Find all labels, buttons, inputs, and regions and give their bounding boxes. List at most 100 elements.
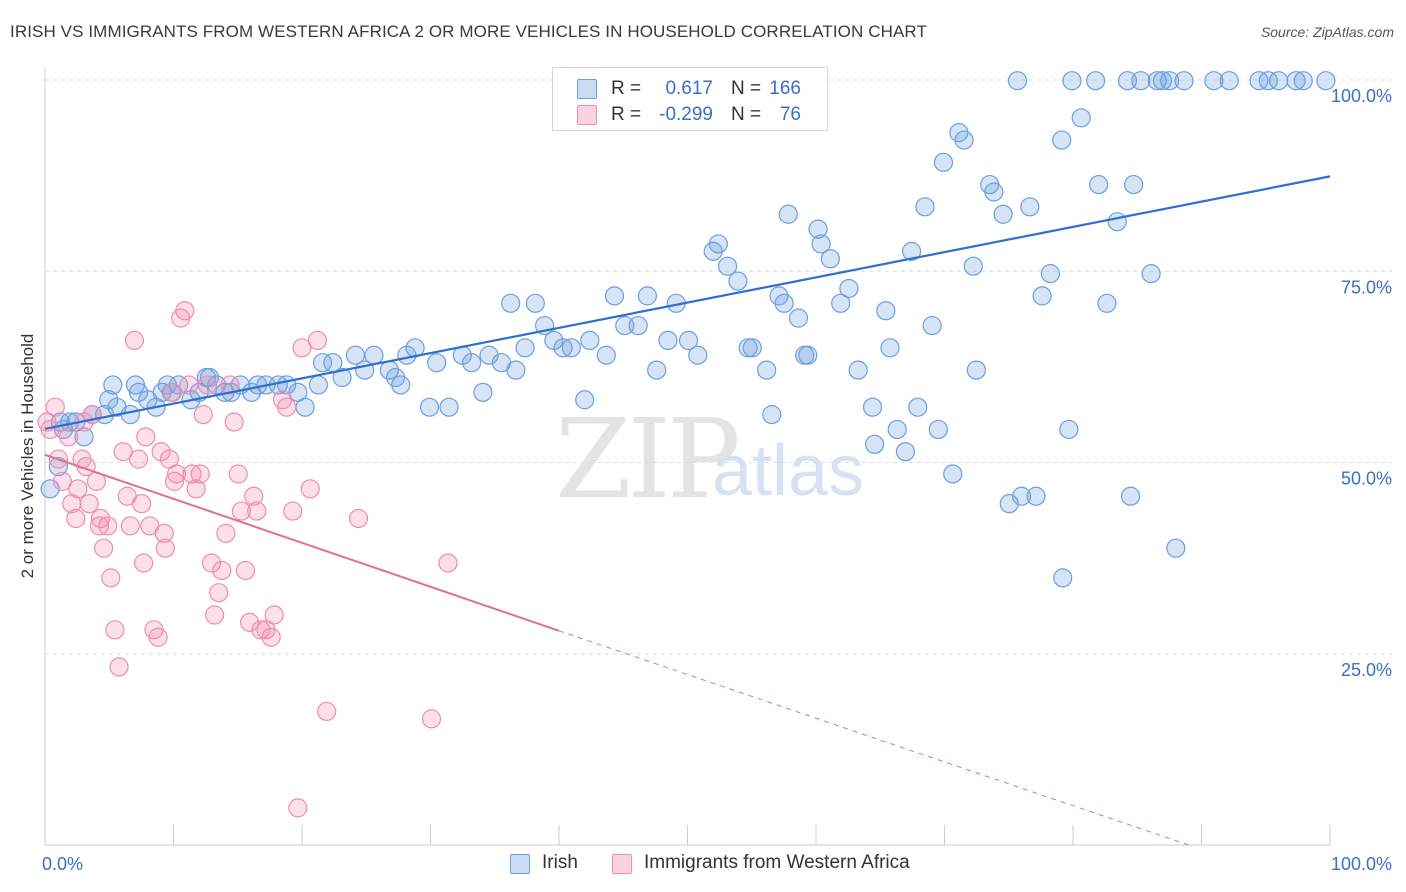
wa-point bbox=[113, 442, 133, 462]
irish-point bbox=[808, 219, 828, 239]
irish-point bbox=[862, 397, 883, 417]
wa-point bbox=[52, 471, 73, 491]
irish-point bbox=[1268, 71, 1289, 91]
irish-point bbox=[678, 330, 699, 351]
wa-point bbox=[128, 449, 149, 469]
legend-n-value: 166 bbox=[769, 78, 801, 99]
irish-point bbox=[1032, 286, 1052, 306]
irish-point bbox=[999, 494, 1019, 514]
irish-point bbox=[312, 353, 333, 373]
wa-point bbox=[261, 627, 281, 647]
irish-point bbox=[295, 397, 315, 417]
irish-point bbox=[1052, 130, 1072, 150]
irish-point bbox=[628, 315, 648, 336]
bottom-legend-label-irish: Irish bbox=[542, 852, 578, 873]
legend-r-value: 0.617 bbox=[665, 78, 713, 99]
watermark-zip: ZIP bbox=[555, 395, 741, 523]
irish-point bbox=[1174, 71, 1194, 91]
wa-point bbox=[283, 501, 303, 521]
irish-point bbox=[580, 330, 600, 351]
irish-point bbox=[887, 419, 907, 440]
wa-trend-line bbox=[44, 453, 560, 632]
wa-point bbox=[317, 701, 337, 722]
irish-point bbox=[419, 397, 440, 417]
irish-point bbox=[1152, 71, 1173, 91]
irish-point bbox=[1097, 293, 1117, 313]
irish-point bbox=[323, 353, 343, 373]
irish-point bbox=[1120, 486, 1141, 506]
irish-point bbox=[1219, 71, 1239, 91]
irish-point bbox=[1040, 264, 1060, 284]
wa-point bbox=[224, 412, 244, 432]
irish-point bbox=[876, 301, 896, 321]
irish-point bbox=[1166, 538, 1186, 558]
legend-r-label: R = bbox=[611, 78, 642, 99]
irish-point bbox=[966, 360, 986, 380]
irish-point bbox=[1071, 108, 1091, 128]
legend-r-value: -0.299 bbox=[659, 104, 713, 125]
irish-point bbox=[1117, 71, 1138, 91]
irish-point bbox=[575, 390, 595, 410]
irish-point bbox=[757, 360, 777, 380]
irish-point bbox=[1141, 264, 1161, 284]
wa-point bbox=[154, 523, 174, 543]
irish-point bbox=[993, 204, 1013, 224]
wa-point bbox=[124, 330, 145, 351]
wa-point bbox=[105, 620, 125, 640]
wa-point bbox=[307, 330, 328, 351]
wa-point bbox=[438, 553, 458, 573]
irish-point bbox=[604, 286, 625, 306]
correlation-legend: R = 0.617 N = 166 R = -0.299 N = 76 bbox=[552, 67, 828, 131]
wa-point bbox=[264, 605, 284, 625]
wa-point bbox=[162, 382, 183, 402]
irish-point bbox=[984, 182, 1004, 202]
irish-point bbox=[902, 241, 922, 261]
bottom-legend-swatch-irish bbox=[510, 854, 530, 874]
legend-n-label: N = bbox=[731, 104, 762, 125]
irish-point bbox=[798, 345, 818, 365]
irish-point bbox=[1131, 71, 1151, 91]
wa-point bbox=[66, 508, 86, 529]
irish-point bbox=[774, 293, 794, 313]
wa-point bbox=[228, 464, 248, 484]
wa-point bbox=[201, 553, 222, 573]
irish-point bbox=[1053, 568, 1073, 588]
irish-point bbox=[74, 427, 94, 447]
irish-point bbox=[954, 130, 974, 150]
wa-point bbox=[288, 798, 308, 818]
irish-point bbox=[427, 353, 447, 373]
wa-point bbox=[186, 479, 206, 499]
irish-point bbox=[1286, 71, 1306, 91]
legend-swatch-wa bbox=[577, 105, 597, 125]
legend-row-wa: R = -0.299 N = 76 bbox=[553, 102, 827, 128]
irish-point bbox=[788, 308, 809, 328]
wa-point bbox=[93, 538, 114, 558]
wa-point bbox=[220, 375, 240, 395]
irish-point bbox=[933, 152, 954, 172]
irish-point bbox=[479, 345, 499, 365]
legend-r-label: R = bbox=[611, 104, 642, 125]
irish-point bbox=[103, 375, 123, 395]
irish-point bbox=[688, 345, 708, 365]
irish-point bbox=[1020, 197, 1040, 217]
irish-point bbox=[895, 442, 916, 462]
irish-trend-line bbox=[44, 175, 1331, 430]
wa-point bbox=[244, 486, 264, 506]
irish-point bbox=[1204, 71, 1224, 91]
irish-point bbox=[596, 345, 616, 365]
irish-point bbox=[762, 405, 782, 425]
legend-row-irish: R = 0.617 N = 166 bbox=[553, 76, 827, 102]
irish-point bbox=[963, 256, 983, 276]
irish-point bbox=[120, 405, 140, 425]
wa-point bbox=[68, 479, 88, 499]
wa-trend-extension bbox=[558, 630, 1189, 846]
irish-point bbox=[880, 338, 900, 358]
irish-point bbox=[99, 390, 119, 410]
wa-point bbox=[40, 419, 60, 440]
irish-point bbox=[1124, 174, 1144, 195]
wa-point bbox=[231, 501, 251, 521]
wa-point bbox=[98, 516, 118, 536]
irish-point bbox=[915, 197, 935, 217]
wa-point bbox=[300, 479, 320, 499]
irish-point bbox=[439, 397, 459, 417]
